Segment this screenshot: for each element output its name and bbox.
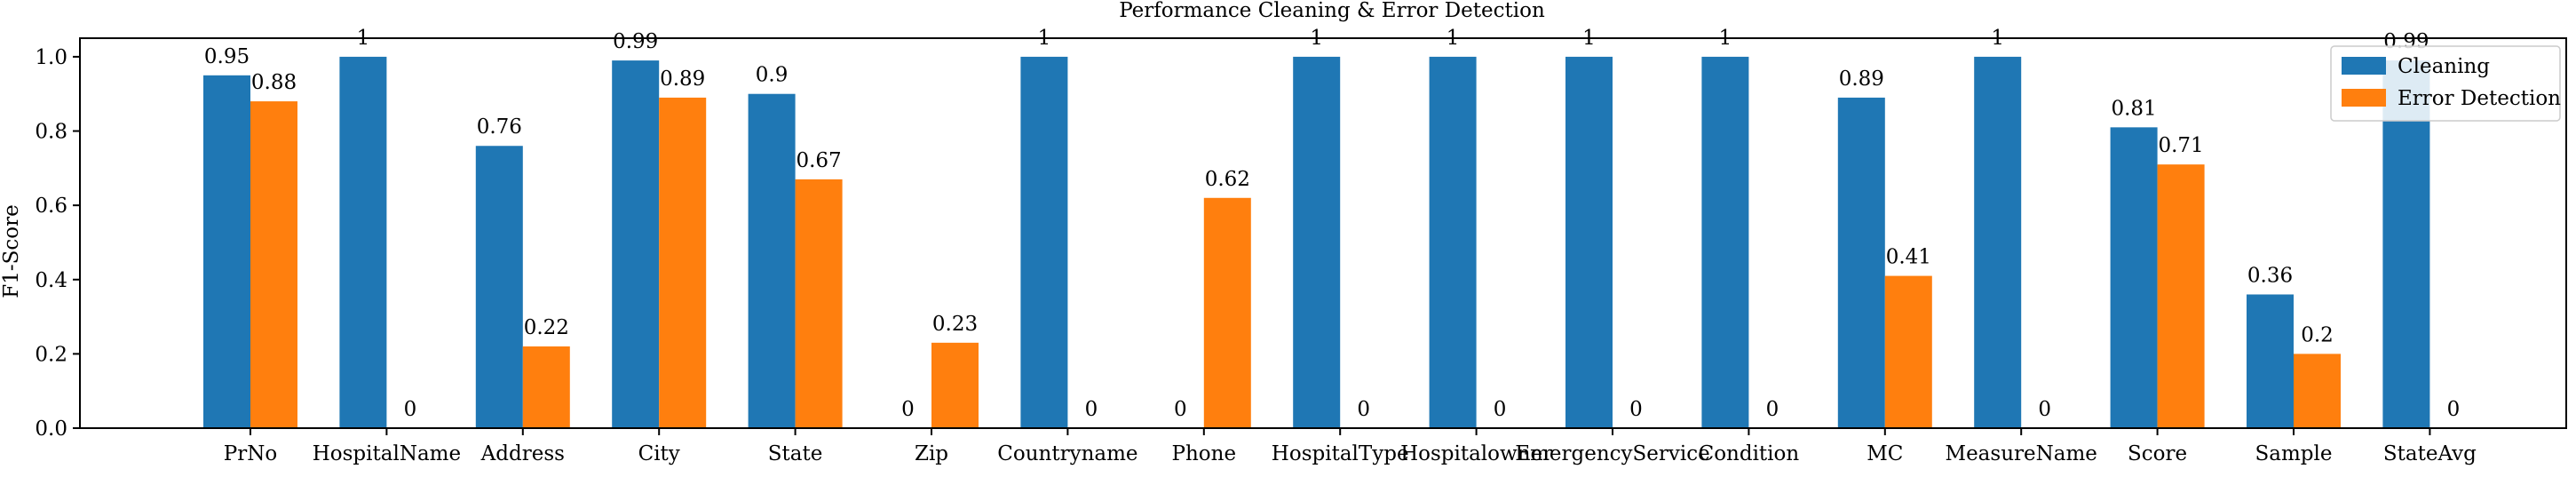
y-tick-label: 0.4 [35,269,67,292]
data-label: 0.9 [756,64,789,87]
x-tick-label: Zip [915,442,948,465]
x-tick-label: Score [2128,442,2187,465]
bar-cleaning [475,146,523,428]
x-tick-label: Countryname [997,442,1137,465]
bar-cleaning [1565,56,1613,429]
bar-error-detection [2157,164,2205,428]
x-tick-label: HospitalType [1272,442,1409,465]
bar-cleaning [1293,56,1341,429]
data-label: 0.67 [796,149,841,172]
y-axis-label: F1-Score [0,204,23,298]
data-label: 0.22 [524,316,569,339]
data-label: 0.88 [251,71,297,94]
bar-error-detection [795,179,843,428]
data-label: 0 [1494,398,1507,421]
x-tick-label: Address [480,442,565,465]
legend-swatch [2342,89,2386,107]
bar-cleaning [612,60,660,428]
bar-cleaning [1701,56,1749,429]
legend: Cleaning Error Detection [2330,45,2561,122]
x-tick-label: PrNo [224,442,277,465]
bar-cleaning [1429,56,1477,429]
data-label: 0.81 [2111,97,2156,120]
bar-error-detection [1884,275,1932,428]
data-label: 0 [1085,398,1098,421]
data-label: 0.99 [613,30,658,53]
chart-title: Performance Cleaning & Error Detection [1119,0,1545,22]
data-label: 0 [2447,398,2461,421]
bar-cleaning [1974,56,2022,429]
bar-cleaning [2110,127,2158,429]
x-axis: PrNo HospitalName Address City State Zip Count… [224,428,2477,465]
data-label: 0.23 [932,313,978,336]
bar-cleaning [339,56,387,429]
bar-cleaning [203,75,250,429]
y-axis: 0.0 0.2 0.4 0.6 0.8 1.0 [35,46,80,441]
data-label: 0.95 [204,45,250,68]
data-label: 0 [901,398,915,421]
bars [203,56,2430,429]
data-label: 0 [1629,398,1643,421]
x-tick-label: Sample [2255,442,2333,465]
bar-error-detection [2294,354,2341,428]
data-label: 0.89 [660,68,705,91]
data-label: 0 [1357,398,1370,421]
plot-frame [79,37,2567,429]
bar-error-detection [931,342,979,428]
x-tick-label: Phone [1172,442,1237,465]
bar-error-detection [1203,197,1251,428]
x-tick-label: City [638,442,680,465]
data-label: 0 [1766,398,1779,421]
data-label: 0.2 [2301,323,2334,346]
bar-cleaning [1020,56,1068,429]
y-tick-label: 1.0 [35,46,67,69]
legend-entry: Error Detection [2398,87,2561,110]
bar-cleaning [2382,60,2430,428]
x-tick-label: Condition [1699,442,1800,465]
legend-swatch [2342,57,2386,75]
x-tick-label: MC [1867,442,1903,465]
data-label: 0.71 [2158,134,2203,157]
data-label: 0 [1174,398,1187,421]
y-tick-label: 0.6 [35,195,67,218]
data-label: 0 [2038,398,2051,421]
x-tick-label: EmergencyService [1515,442,1709,465]
data-label: 0.41 [1886,246,1931,269]
data-label: 0.76 [477,115,522,139]
bar-error-detection [250,101,297,429]
legend-box [2330,45,2561,122]
y-tick-label: 0.8 [35,121,67,144]
bar-cleaning [2247,294,2294,428]
y-tick-label: 0.0 [35,417,67,441]
data-label: 0 [404,398,417,421]
data-label: 0.36 [2247,264,2293,287]
bar-error-detection [522,346,570,428]
x-tick-label: State [768,442,823,465]
bar-error-detection [659,97,707,429]
data-label: 0.89 [1839,68,1884,91]
data-label: 0.62 [1205,168,1250,191]
x-tick-label: HospitalName [313,442,461,465]
bar-cleaning [748,93,796,428]
x-tick-label: Hospitalowner [1400,442,1552,465]
bar-cleaning [1837,97,1885,429]
x-tick-label: MeasureName [1946,442,2097,465]
x-tick-label: StateAvg [2383,442,2477,465]
legend-entry: Cleaning [2398,55,2490,78]
y-tick-label: 0.2 [35,343,67,366]
